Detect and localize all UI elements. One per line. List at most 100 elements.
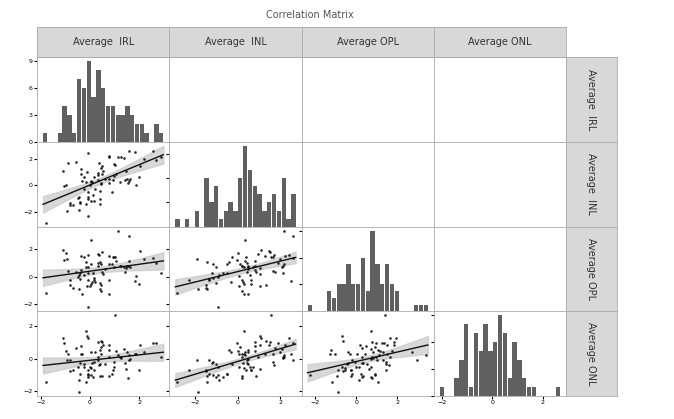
Point xyxy=(259,253,270,260)
Bar xyxy=(479,351,483,396)
Point xyxy=(83,335,94,341)
Point xyxy=(243,349,253,356)
Text: Average  IRL: Average IRL xyxy=(586,69,596,130)
Point xyxy=(268,351,278,357)
Point xyxy=(270,269,281,276)
Bar xyxy=(483,324,488,396)
Point xyxy=(373,347,384,354)
Point xyxy=(113,153,123,160)
Point xyxy=(245,364,256,370)
Point xyxy=(211,263,222,270)
Bar xyxy=(125,106,129,142)
Point xyxy=(119,176,130,183)
Text: Average ONL: Average ONL xyxy=(586,322,596,385)
Point xyxy=(75,276,86,283)
Point xyxy=(93,263,104,269)
Point xyxy=(93,251,104,258)
Point xyxy=(345,372,356,379)
Point xyxy=(202,259,213,266)
Point xyxy=(119,359,130,366)
Point xyxy=(65,277,76,283)
Point xyxy=(75,253,86,260)
Point xyxy=(255,365,266,372)
Point xyxy=(96,344,107,350)
Point xyxy=(61,182,72,189)
Point xyxy=(64,282,75,289)
Text: Correlation Matrix: Correlation Matrix xyxy=(266,10,354,21)
Point xyxy=(82,367,93,373)
Point xyxy=(251,372,262,379)
Point xyxy=(277,346,288,353)
Point xyxy=(287,357,298,364)
Point xyxy=(200,282,211,289)
Point xyxy=(202,286,212,293)
Point xyxy=(96,179,106,186)
Point xyxy=(86,349,96,355)
Point xyxy=(40,379,51,386)
Point xyxy=(202,379,213,385)
Point xyxy=(204,357,214,363)
Point xyxy=(204,371,215,378)
Point xyxy=(73,376,84,383)
Point xyxy=(192,389,203,396)
Bar xyxy=(508,378,512,396)
Point xyxy=(83,304,94,311)
Bar xyxy=(503,333,507,396)
Point xyxy=(121,168,131,175)
Point xyxy=(83,195,94,202)
Point xyxy=(115,354,125,360)
Point xyxy=(243,262,253,269)
Point xyxy=(381,350,392,357)
Point xyxy=(81,332,92,339)
Bar xyxy=(272,194,276,227)
Point xyxy=(204,276,215,283)
Point xyxy=(96,248,107,255)
Point xyxy=(237,263,247,269)
Point xyxy=(304,371,315,378)
Point xyxy=(96,350,106,357)
Point xyxy=(96,338,107,345)
Point xyxy=(233,363,244,370)
Point xyxy=(272,340,283,347)
Point xyxy=(109,173,119,179)
Point xyxy=(326,379,337,386)
Bar xyxy=(63,106,67,142)
Point xyxy=(231,340,242,347)
Point xyxy=(96,171,107,178)
Point xyxy=(380,359,391,365)
Bar xyxy=(96,70,100,142)
Point xyxy=(70,344,81,351)
Bar xyxy=(101,88,105,142)
Point xyxy=(346,367,357,374)
Point xyxy=(256,247,267,253)
Point xyxy=(234,351,245,357)
Point xyxy=(134,341,145,348)
Point xyxy=(113,352,123,359)
Point xyxy=(342,359,353,366)
Point xyxy=(88,274,99,281)
Point xyxy=(366,354,377,360)
Point xyxy=(284,251,295,258)
Point xyxy=(227,360,238,367)
Point xyxy=(124,258,135,265)
Point xyxy=(109,359,119,365)
Point xyxy=(150,260,161,267)
Text: Average OPL: Average OPL xyxy=(586,238,596,300)
Point xyxy=(241,269,252,275)
Point xyxy=(377,357,388,363)
Point xyxy=(77,350,88,357)
Point xyxy=(231,256,242,263)
Point xyxy=(349,358,360,365)
Point xyxy=(350,364,361,370)
Point xyxy=(131,181,142,188)
Bar xyxy=(532,387,536,396)
Point xyxy=(266,312,276,318)
Point xyxy=(115,263,125,270)
Point xyxy=(40,290,51,296)
Point xyxy=(75,371,86,378)
Point xyxy=(82,371,93,378)
Point xyxy=(121,349,132,356)
Point xyxy=(375,348,386,355)
Bar xyxy=(253,186,257,227)
Point xyxy=(357,344,368,351)
